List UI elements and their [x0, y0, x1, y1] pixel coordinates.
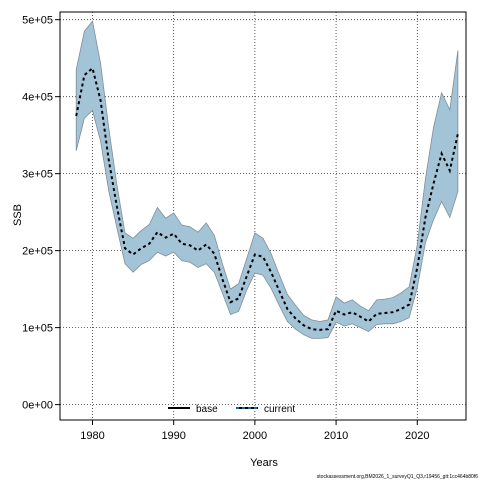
x-tick-label: 1990 — [161, 430, 185, 442]
legend: base current — [168, 404, 295, 415]
confidence-band — [75, 20, 459, 339]
axes: 1980 1990 2000 2010 2020 0e+00 1e+05 2e+05 3e+05… — [22, 15, 429, 442]
legend-label-current: current — [264, 404, 295, 415]
y-tick-label: 2e+05 — [22, 246, 53, 258]
y-tick-label: 3e+05 — [22, 169, 53, 181]
y-axis-label: SSB — [12, 204, 24, 226]
x-tick-label: 2020 — [405, 430, 429, 442]
y-tick-label: 4e+05 — [22, 92, 53, 104]
x-axis-label: Years — [250, 457, 278, 469]
y-tick-label: 1e+05 — [22, 323, 53, 335]
x-tick-label: 2010 — [324, 430, 348, 442]
series-line-current — [75, 66, 459, 331]
plot-frame — [59, 11, 467, 421]
legend-label-base: base — [196, 404, 218, 415]
y-tick-label: 0e+00 — [22, 400, 53, 412]
x-tick-label: 2000 — [243, 430, 267, 442]
x-tick-label: 1980 — [80, 430, 104, 442]
y-tick-label: 5e+05 — [22, 15, 53, 27]
footer-source: stockassessment.org,BM2026_1_surveyQ1_Q3… — [317, 474, 478, 480]
